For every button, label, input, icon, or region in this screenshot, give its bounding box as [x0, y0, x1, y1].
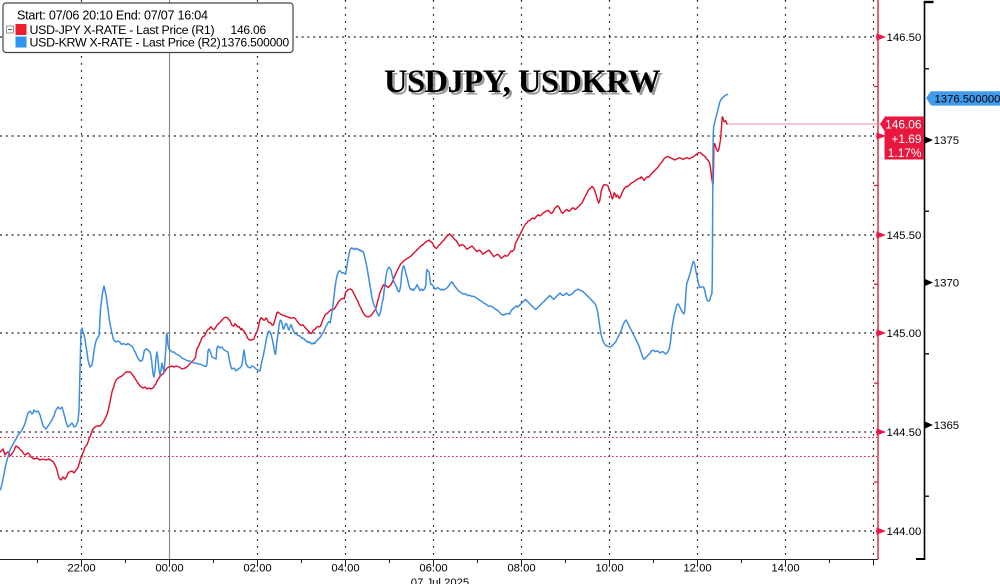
svg-text:10:00: 10:00: [595, 563, 623, 575]
svg-text:146.06: 146.06: [230, 23, 266, 37]
svg-text:146.50: 146.50: [887, 32, 922, 44]
svg-text:USD-KRW X-RATE - Last Price (R: USD-KRW X-RATE - Last Price (R2): [30, 36, 221, 50]
svg-text:04:00: 04:00: [331, 563, 359, 575]
svg-text:12:00: 12:00: [683, 563, 711, 575]
svg-text:146.06: 146.06: [885, 118, 922, 132]
svg-text:1365: 1365: [934, 420, 959, 432]
svg-text:1370: 1370: [934, 278, 959, 290]
svg-text:22:00: 22:00: [67, 563, 95, 575]
svg-text:+1.69: +1.69: [891, 132, 921, 146]
svg-text:06:00: 06:00: [419, 563, 447, 575]
svg-text:USDJPY, USDKRW: USDJPY, USDKRW: [387, 67, 663, 103]
svg-text:145.50: 145.50: [887, 230, 922, 242]
svg-text:14:00: 14:00: [771, 563, 799, 575]
svg-text:1.17%: 1.17%: [888, 146, 922, 160]
svg-text:USDJPY, USDKRW: USDJPY, USDKRW: [384, 64, 660, 100]
svg-text:08:00: 08:00: [507, 563, 535, 575]
svg-text:Start: 07/06 20:10 End: 07/07: Start: 07/06 20:10 End: 07/07 16:04: [17, 9, 208, 23]
svg-text:02:00: 02:00: [243, 563, 271, 575]
svg-text:1375: 1375: [934, 135, 959, 147]
svg-text:USD-JPY X-RATE - Last Price (R: USD-JPY X-RATE - Last Price (R1): [30, 23, 215, 37]
svg-text:1376.500000: 1376.500000: [221, 36, 289, 50]
svg-text:145.00: 145.00: [887, 328, 922, 340]
svg-text:1376.500000: 1376.500000: [935, 94, 1000, 106]
svg-text:00:00: 00:00: [155, 563, 183, 575]
svg-text:144.50: 144.50: [887, 427, 922, 439]
svg-text:07 Jul 2025: 07 Jul 2025: [411, 577, 469, 584]
svg-text:144.00: 144.00: [887, 526, 922, 538]
